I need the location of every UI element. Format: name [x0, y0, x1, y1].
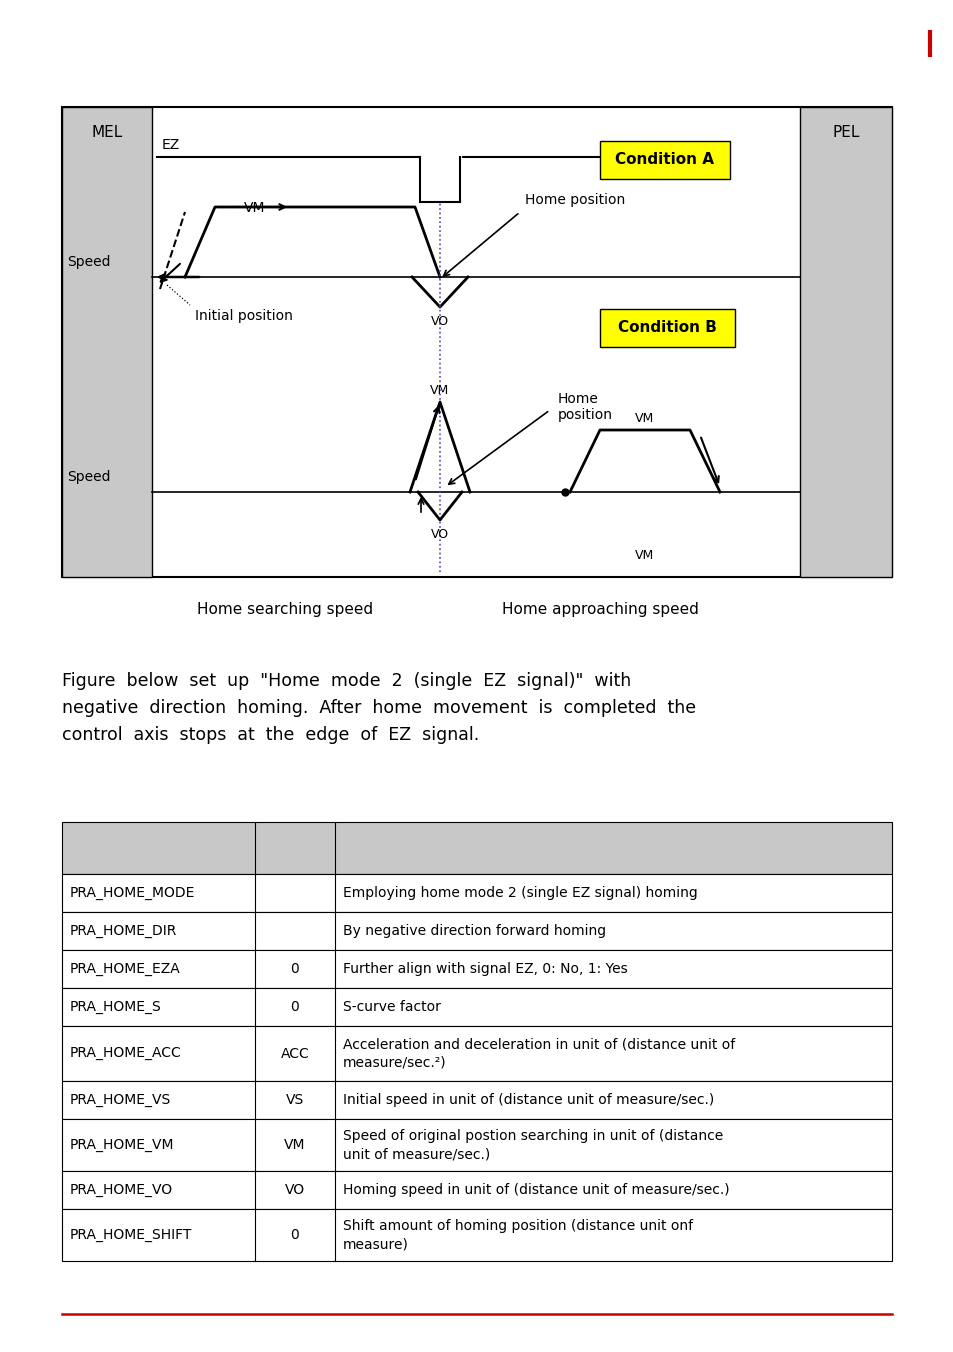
Text: 0: 0 [291, 963, 299, 976]
Bar [599, 310, 734, 347]
Text: Home approaching speed: Home approaching speed [501, 602, 698, 617]
Text: VS: VS [286, 1092, 304, 1107]
Bar [62, 1209, 891, 1261]
Bar [62, 1082, 891, 1119]
Text: VO: VO [285, 1183, 305, 1197]
Text: PEL: PEL [831, 124, 859, 141]
Text: Initial speed in unit of (distance unit of measure/sec.): Initial speed in unit of (distance unit … [343, 1092, 714, 1107]
Text: Condition B: Condition B [618, 320, 717, 335]
Text: PRA_HOME_ACC: PRA_HOME_ACC [70, 1046, 182, 1060]
Text: Further align with signal EZ, 0: No, 1: Yes: Further align with signal EZ, 0: No, 1: … [343, 963, 627, 976]
Text: PRA_HOME_VS: PRA_HOME_VS [70, 1092, 172, 1107]
Bar [62, 107, 891, 577]
Text: Home
position: Home position [558, 392, 613, 422]
Bar [599, 141, 729, 178]
Text: PRA_HOME_DIR: PRA_HOME_DIR [70, 923, 177, 938]
Text: EZ: EZ [162, 138, 180, 151]
Text: PRA_HOME_MODE: PRA_HOME_MODE [70, 886, 195, 900]
Text: VO: VO [431, 315, 449, 329]
Text: By negative direction forward homing: By negative direction forward homing [343, 923, 605, 938]
Text: VO: VO [431, 529, 449, 541]
Text: 0: 0 [291, 1000, 299, 1014]
Text: VM: VM [635, 412, 654, 425]
Text: ACC: ACC [280, 1046, 309, 1060]
Text: PRA_HOME_VO: PRA_HOME_VO [70, 1183, 172, 1197]
Text: VM: VM [635, 549, 654, 562]
Text: Shift amount of homing position (distance unit onf
measure): Shift amount of homing position (distanc… [343, 1218, 693, 1251]
Text: Home position: Home position [524, 193, 624, 207]
Bar [62, 822, 891, 873]
Text: VM: VM [284, 1138, 305, 1152]
Text: Employing home mode 2 (single EZ signal) homing: Employing home mode 2 (single EZ signal)… [343, 886, 697, 900]
Text: VM: VM [430, 384, 449, 397]
Text: MEL: MEL [91, 124, 123, 141]
Text: Speed: Speed [67, 470, 111, 484]
Text: Speed of original postion searching in unit of (distance
unit of measure/sec.): Speed of original postion searching in u… [343, 1129, 722, 1161]
Text: VM: VM [244, 201, 266, 215]
Text: Condition A: Condition A [615, 153, 714, 168]
Bar [62, 107, 152, 577]
Text: Homing speed in unit of (distance unit of measure/sec.): Homing speed in unit of (distance unit o… [343, 1183, 729, 1197]
Bar [62, 1119, 891, 1171]
Text: PRA_HOME_EZA: PRA_HOME_EZA [70, 963, 180, 976]
Text: S-curve factor: S-curve factor [343, 1000, 440, 1014]
Bar [62, 873, 891, 913]
Text: PRA_HOME_SHIFT: PRA_HOME_SHIFT [70, 1228, 193, 1242]
Bar [62, 988, 891, 1026]
Text: 0: 0 [291, 1228, 299, 1242]
Text: PRA_HOME_VM: PRA_HOME_VM [70, 1138, 174, 1152]
Text: Figure  below  set  up  "Home  mode  2  (single  EZ  signal)"  with
negative  di: Figure below set up "Home mode 2 (single… [62, 672, 696, 744]
Text: Home searching speed: Home searching speed [196, 602, 373, 617]
Text: Acceleration and deceleration in unit of (distance unit of
measure/sec.²): Acceleration and deceleration in unit of… [343, 1037, 735, 1069]
Bar [800, 107, 891, 577]
Bar [62, 913, 891, 950]
Bar [62, 950, 891, 988]
Text: Initial position: Initial position [194, 310, 293, 323]
Bar [62, 1171, 891, 1209]
Text: Speed: Speed [67, 256, 111, 269]
Text: PRA_HOME_S: PRA_HOME_S [70, 1000, 162, 1014]
Bar [62, 1026, 891, 1082]
